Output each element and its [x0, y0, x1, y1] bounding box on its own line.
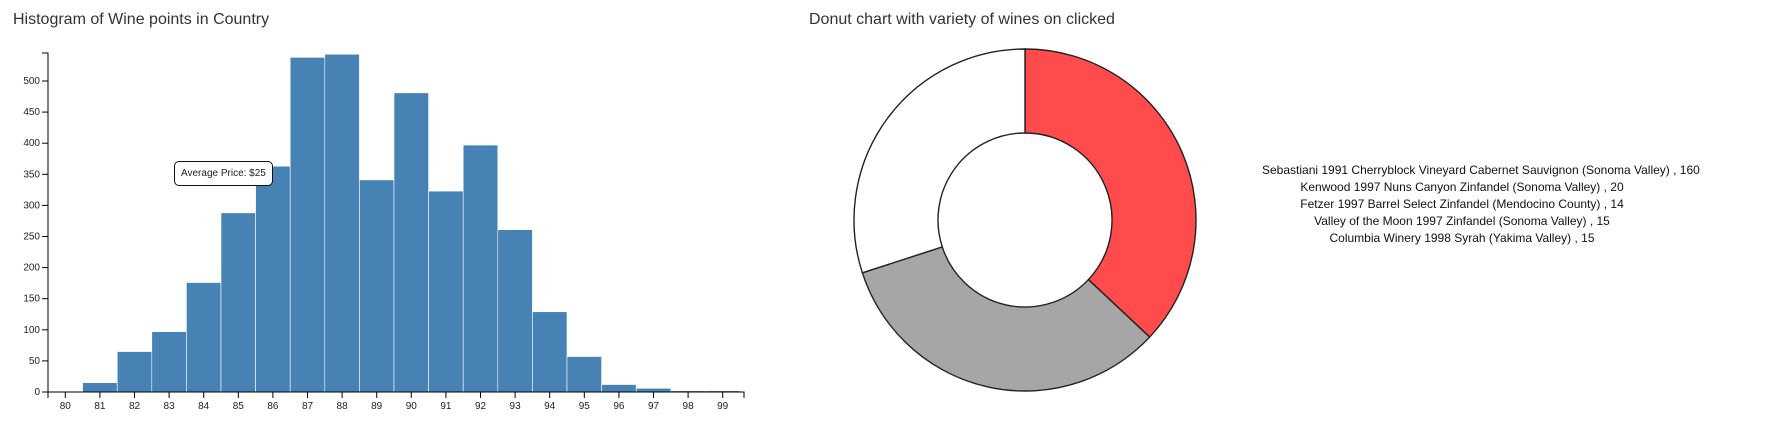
histogram-bar-94[interactable]	[532, 311, 568, 393]
svg-text:87: 87	[302, 401, 314, 412]
donut-title: Donut chart with variety of wines on cli…	[809, 11, 1115, 28]
svg-text:88: 88	[337, 401, 349, 412]
donut-slice-3[interactable]	[853, 48, 1026, 274]
svg-text:350: 350	[23, 169, 40, 180]
svg-text:90: 90	[406, 401, 418, 412]
y-tick-400: 400	[23, 138, 48, 149]
x-tick-87: 87	[302, 392, 314, 412]
donut-slice-2[interactable]	[861, 246, 1151, 392]
svg-text:150: 150	[23, 294, 40, 305]
histogram-bar-91[interactable]	[428, 190, 464, 393]
svg-text:400: 400	[23, 138, 40, 149]
histogram-bar-95[interactable]	[566, 356, 602, 393]
legend-item-1: Sebastiani 1991 Cherryblock Vineyard Cab…	[1262, 163, 1700, 177]
svg-text:200: 200	[23, 263, 40, 274]
svg-text:83: 83	[164, 401, 176, 412]
histogram-bar-85[interactable]	[220, 212, 256, 393]
y-tick-300: 300	[23, 200, 48, 211]
svg-text:91: 91	[440, 401, 452, 412]
histogram-bar-90[interactable]	[393, 92, 429, 393]
x-tick-95: 95	[579, 392, 591, 412]
histogram-x-axis: 80 81 82 83 84 85 86 87 88 89 90 91 92 93 94 95 96 97 98 99	[47, 391, 745, 412]
svg-text:95: 95	[579, 401, 591, 412]
x-tick-86: 86	[267, 392, 279, 412]
donut-slice-1[interactable]	[1024, 48, 1197, 339]
histogram-bar-92[interactable]	[462, 144, 499, 393]
svg-text:84: 84	[198, 401, 210, 412]
histogram-bar-97[interactable]	[635, 387, 672, 393]
svg-text:98: 98	[683, 401, 695, 412]
svg-text:89: 89	[371, 401, 383, 412]
histogram-bar-81[interactable]	[82, 382, 118, 393]
y-tick-350: 350	[23, 169, 48, 180]
svg-text:0: 0	[34, 387, 40, 398]
y-tick-0: 0	[34, 387, 48, 398]
svg-text:100: 100	[23, 325, 40, 336]
x-tick-82: 82	[129, 392, 141, 412]
donut-chart	[853, 48, 1197, 392]
histogram-bar-88[interactable]	[324, 53, 360, 393]
histogram-y-axis: 0 50 100 150 200 250 300 350 400 450 500	[23, 52, 49, 398]
y-tick-150: 150	[23, 294, 48, 305]
svg-text:92: 92	[475, 401, 487, 412]
svg-text:97: 97	[648, 401, 660, 412]
x-tick-89: 89	[371, 392, 383, 412]
x-tick-99: 99	[717, 392, 729, 412]
y-tick-500: 500	[23, 76, 48, 87]
svg-text:96: 96	[613, 401, 625, 412]
legend-item-4: Valley of the Moon 1997 Zinfandel (Sonom…	[1314, 214, 1610, 228]
svg-text:81: 81	[94, 401, 106, 412]
x-tick-92: 92	[475, 392, 487, 412]
svg-text:99: 99	[717, 401, 729, 412]
svg-text:80: 80	[60, 401, 72, 412]
svg-text:85: 85	[233, 401, 245, 412]
svg-text:50: 50	[29, 356, 41, 367]
svg-text:300: 300	[23, 200, 40, 211]
x-tick-90: 90	[406, 392, 418, 412]
svg-text:250: 250	[23, 231, 40, 242]
x-tick-80: 80	[60, 392, 72, 412]
x-tick-94: 94	[544, 392, 556, 412]
svg-text:94: 94	[544, 401, 556, 412]
svg-text:86: 86	[267, 401, 279, 412]
svg-text:82: 82	[129, 401, 141, 412]
x-tick-85: 85	[233, 392, 245, 412]
x-tick-98: 98	[683, 392, 695, 412]
legend-item-3: Fetzer 1997 Barrel Select Zinfandel (Men…	[1300, 197, 1624, 211]
legend-item-2: Kenwood 1997 Nuns Canyon Zinfandel (Sono…	[1300, 180, 1624, 194]
svg-text:93: 93	[510, 401, 522, 412]
x-tick-93: 93	[510, 392, 522, 412]
histogram-title: Histogram of Wine points in Country	[13, 11, 270, 28]
histogram-bar-86[interactable]	[255, 165, 291, 393]
histogram-bar-84[interactable]	[186, 282, 222, 393]
x-tick-91: 91	[440, 392, 452, 412]
svg-text:500: 500	[23, 76, 40, 87]
x-tick-81: 81	[94, 392, 106, 412]
y-tick-50: 50	[29, 356, 48, 367]
x-tick-88: 88	[337, 392, 349, 412]
donut-legend: Sebastiani 1991 Cherryblock Vineyard Cab…	[1262, 162, 1700, 247]
histogram-bar-93[interactable]	[497, 229, 533, 393]
histogram-bar-83[interactable]	[151, 331, 187, 393]
histogram-tooltip: Average Price: $25	[174, 161, 273, 186]
legend-item-5: Columbia Winery 1998 Syrah (Yakima Valle…	[1329, 231, 1595, 245]
y-tick-100: 100	[23, 325, 48, 336]
histogram-bars	[82, 53, 741, 393]
histogram-bar-87[interactable]	[289, 57, 326, 393]
histogram-bar-89[interactable]	[359, 179, 395, 393]
x-tick-84: 84	[198, 392, 210, 412]
x-tick-96: 96	[613, 392, 625, 412]
histogram-bar-96[interactable]	[601, 384, 637, 393]
svg-text:450: 450	[23, 107, 40, 118]
x-tick-83: 83	[164, 392, 176, 412]
histogram-bar-82[interactable]	[116, 351, 153, 393]
y-tick-250: 250	[23, 231, 48, 242]
x-tick-97: 97	[648, 392, 660, 412]
y-tick-450: 450	[23, 107, 48, 118]
y-tick-200: 200	[23, 263, 48, 274]
